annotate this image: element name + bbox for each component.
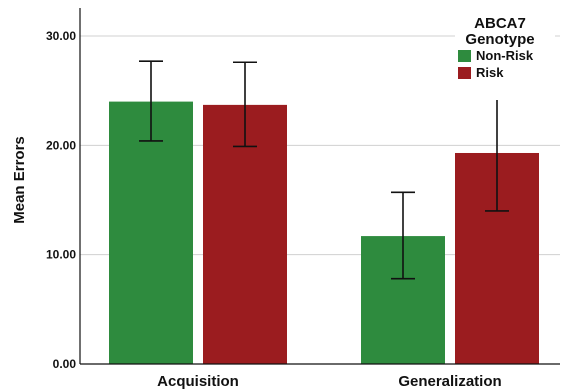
y-tick-label: 30.00	[46, 29, 76, 43]
bar	[109, 101, 193, 364]
bars	[109, 101, 539, 364]
x-tick-labels: Acquisition Generalization	[157, 373, 502, 390]
y-axis-label: Mean Errors	[11, 136, 28, 224]
x-tick-label: Acquisition	[157, 373, 239, 390]
y-tick-label: 20.00	[46, 138, 76, 152]
y-tick-label: 0.00	[53, 357, 77, 371]
legend-label: Non-Risk	[476, 48, 534, 63]
legend-label: Risk	[476, 65, 504, 80]
bar	[203, 104, 287, 364]
y-tick-label: 10.00	[46, 248, 76, 262]
x-tick-label: Generalization	[398, 373, 501, 390]
legend-title: Genotype	[465, 31, 534, 48]
error-bars	[139, 60, 509, 280]
axes	[79, 8, 560, 365]
legend-title: ABCA7	[474, 15, 526, 32]
legend-background	[455, 14, 555, 100]
legend-swatch	[458, 50, 471, 62]
y-tick-labels: 0.00 10.00 20.00 30.00	[46, 29, 76, 371]
legend-swatch	[458, 67, 471, 79]
